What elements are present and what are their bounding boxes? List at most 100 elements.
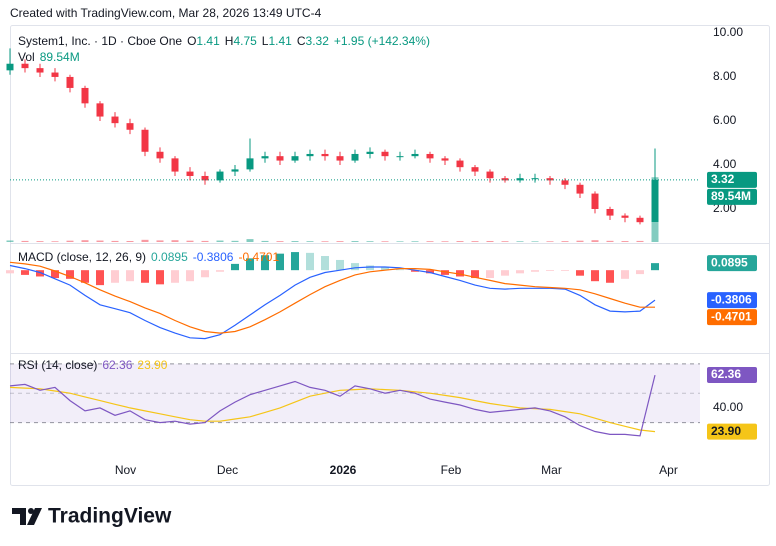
candle-body <box>591 193 599 209</box>
volume-bar <box>201 240 209 242</box>
macd-histogram-bar <box>306 252 314 271</box>
macd-histogram-bar <box>561 270 569 271</box>
legend-key: Vol <box>18 50 35 64</box>
macd-histogram-bar <box>201 270 209 278</box>
macd-histogram-bar <box>531 270 539 272</box>
legend-value: 1.41 <box>196 34 220 48</box>
volume-badge: 89.54M <box>711 189 751 203</box>
macd-badge: -0.3806 <box>711 292 752 306</box>
volume-bar <box>456 241 464 242</box>
volume-bar <box>546 241 554 242</box>
macd-line <box>9 264 656 340</box>
volume-bar <box>396 241 404 242</box>
legend-value: 0.0895 <box>151 250 188 264</box>
volume-bar <box>156 240 164 242</box>
candle-body <box>6 63 14 71</box>
volume-bar <box>561 241 569 242</box>
volume-bar <box>321 241 329 242</box>
legend-value: 4.75 <box>233 34 257 48</box>
candle-body <box>231 169 239 172</box>
volume-bar <box>471 241 479 242</box>
candle-body <box>186 171 194 176</box>
candle-body <box>396 156 404 158</box>
candle-body <box>606 208 614 216</box>
candle-body <box>246 158 254 170</box>
volume-bar <box>636 240 644 242</box>
candle-body <box>651 179 659 222</box>
legend: System1, Inc. · 1D · Cboe One O1.41 H4.75 L… <box>18 34 430 48</box>
y-tick-label: 6.00 <box>713 113 737 127</box>
candle-body <box>96 103 104 117</box>
candle-body <box>111 116 119 124</box>
macd-histogram-bar <box>486 270 494 279</box>
candle-body <box>576 184 584 194</box>
macd-histogram-bar <box>81 270 89 283</box>
macd-histogram-bar <box>441 270 449 275</box>
volume-bar <box>231 240 239 242</box>
x-tick-label: Feb <box>441 463 462 477</box>
candle-body <box>471 167 479 172</box>
macd-histogram-bar <box>261 255 269 271</box>
x-tick-label: Mar <box>541 463 562 477</box>
x-tick-label: Apr <box>659 463 678 477</box>
volume-bar <box>486 240 494 242</box>
candle-body <box>366 151 374 154</box>
legend-key: H <box>225 34 234 48</box>
candle-body <box>291 156 299 161</box>
rsi-ma-line <box>9 386 656 433</box>
histogram-badge-box <box>707 255 757 272</box>
volume-bar <box>21 240 29 242</box>
macd-histogram-bar <box>546 270 554 271</box>
macd-histogram-bar <box>411 270 419 272</box>
macd-histogram-bar <box>141 270 149 283</box>
rsi-badge-box <box>707 367 757 384</box>
candle-body <box>621 215 629 218</box>
brand: TradingView <box>48 505 172 528</box>
x-tick-label: Dec <box>217 463 238 477</box>
legend: RSI (14, close) 62.36 23.90 <box>18 358 168 372</box>
macd-histogram-bar <box>156 270 164 285</box>
macd-histogram-bar <box>381 267 389 271</box>
candle-body <box>81 87 89 104</box>
macd-histogram-bar <box>291 252 299 271</box>
macd-histogram-bar <box>186 270 194 282</box>
macd-histogram-bar <box>246 258 254 271</box>
candle-body <box>306 153 314 157</box>
macd-histogram-bar <box>66 270 74 279</box>
rsi-ma-badge-box <box>707 423 757 440</box>
candle-body <box>546 178 554 181</box>
volume-bar <box>591 240 599 242</box>
candle-body <box>486 171 494 179</box>
volume-bar <box>606 240 614 242</box>
volume-bar <box>621 241 629 242</box>
volume-bar <box>516 241 524 242</box>
candle-body <box>501 178 509 181</box>
macd-histogram-bar <box>111 270 119 283</box>
legend-value: -0.4701 <box>238 250 279 264</box>
candle-body <box>381 151 389 157</box>
volume-bar <box>531 241 539 242</box>
macd-histogram-bar <box>651 263 659 271</box>
signal-badge: -0.4701 <box>711 309 752 323</box>
macd-histogram-bar <box>471 270 479 279</box>
candle-body <box>426 153 434 159</box>
y-tick-label: 8.00 <box>713 69 737 83</box>
volume-bar <box>81 240 89 242</box>
signal-line <box>9 261 655 334</box>
rsi-badge: 62.36 <box>711 367 741 381</box>
legend-value: 23.90 <box>137 358 167 372</box>
volume-bar <box>36 241 44 242</box>
candle-body <box>456 160 464 168</box>
macd-histogram-bar <box>396 269 404 271</box>
macd-histogram-bar <box>336 259 344 271</box>
macd-histogram-bar <box>6 270 14 274</box>
macd-histogram-bar <box>96 270 104 286</box>
rsi-line <box>9 374 656 437</box>
legend-value: -0.3806 <box>193 250 234 264</box>
candle-body <box>351 153 359 161</box>
volume-bar <box>96 240 104 242</box>
volume-bar <box>276 241 284 242</box>
macd-histogram-bar <box>366 265 374 271</box>
candle-body <box>516 178 524 181</box>
